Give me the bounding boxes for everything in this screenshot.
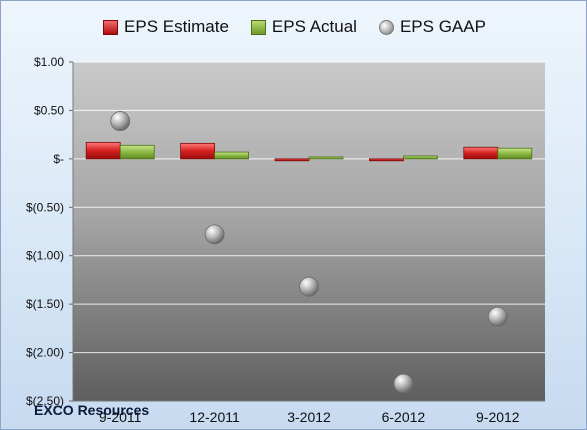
legend-item-eps-estimate: EPS Estimate xyxy=(103,17,229,37)
bar-eps-actual xyxy=(308,156,344,160)
bar-eps-estimate xyxy=(85,141,121,160)
bar-eps-estimate xyxy=(463,146,499,160)
point-eps-gaap xyxy=(110,111,131,131)
bar-eps-estimate xyxy=(274,158,310,162)
legend-label-eps-actual: EPS Actual xyxy=(271,17,357,36)
bar-eps-estimate xyxy=(180,142,216,160)
y-tick-label: $1.00 xyxy=(34,55,64,69)
point-eps-gaap xyxy=(299,276,319,297)
x-tick-label: 9-2012 xyxy=(476,409,520,425)
point-eps-gaap xyxy=(487,306,508,327)
legend-item-eps-gaap: EPS GAAP xyxy=(378,17,486,37)
y-tick-label: $0.50 xyxy=(34,103,64,117)
company-name: EXCO Resources xyxy=(34,402,150,418)
bar-eps-actual xyxy=(402,155,438,160)
y-tick-label: $(2.00) xyxy=(26,346,64,360)
legend: EPS Estimate EPS Actual EPS GAAP xyxy=(1,17,587,37)
point-eps-gaap xyxy=(393,373,414,394)
legend-swatch-eps-actual xyxy=(250,19,266,35)
point-eps-gaap xyxy=(204,224,225,245)
bar-eps-actual xyxy=(119,144,155,160)
y-tick-label: $(2.50) xyxy=(26,394,64,408)
x-tick-label: 6-2012 xyxy=(382,409,426,425)
y-tick-label: $- xyxy=(53,152,64,166)
legend-swatch-eps-gaap xyxy=(378,19,394,35)
bar-eps-actual xyxy=(497,147,533,160)
bar-eps-actual xyxy=(214,151,250,160)
legend-item-eps-actual: EPS Actual xyxy=(250,17,357,37)
y-tick-label: $(0.50) xyxy=(26,200,64,214)
x-tick-label: 12-2011 xyxy=(189,409,240,425)
plot-area xyxy=(73,62,545,401)
y-tick-label: $(1.00) xyxy=(26,249,64,263)
bar-eps-estimate xyxy=(368,158,404,162)
legend-label-eps-estimate: EPS Estimate xyxy=(124,17,229,36)
legend-swatch-eps-estimate xyxy=(103,19,119,35)
y-tick-label: $(1.50) xyxy=(26,297,64,311)
legend-label-eps-gaap: EPS GAAP xyxy=(399,17,486,36)
x-tick-label: 3-2012 xyxy=(287,409,331,425)
x-tick-label: 9-2011 xyxy=(99,409,142,425)
